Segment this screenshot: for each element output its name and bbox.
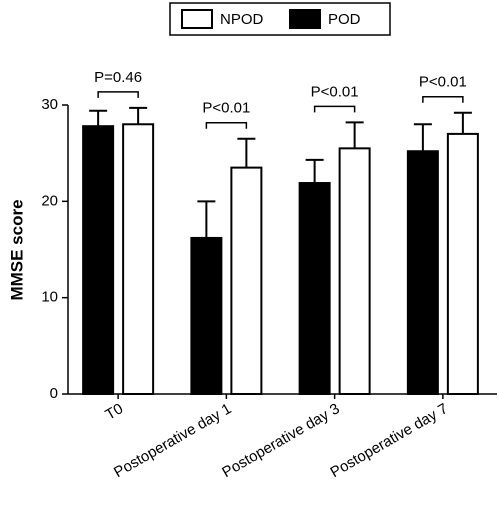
legend-swatch (289, 9, 321, 29)
error-bar (345, 121, 364, 149)
annotation: P<0.01 (202, 100, 250, 117)
y-tick-label: 20 (41, 192, 58, 209)
annotation: P<0.01 (419, 74, 467, 91)
bar (230, 166, 263, 395)
error-bar (197, 200, 216, 238)
bar (298, 182, 331, 395)
y-tick-label: 0 (50, 385, 58, 402)
significance-bracket (422, 95, 464, 103)
error-bar (413, 123, 432, 152)
annotation: P<0.01 (311, 83, 359, 100)
error-bar (237, 137, 256, 168)
x-tick-label: Postoperative day 3 (219, 400, 342, 481)
y-tick-label: 30 (41, 96, 58, 113)
significance-bracket (97, 91, 139, 98)
bar (338, 147, 371, 395)
x-tick-label: T0 (102, 400, 126, 423)
bar (122, 123, 155, 396)
significance-bracket (205, 121, 248, 129)
error-bar (89, 109, 108, 127)
x-tick-label: Postoperative day 7 (328, 400, 451, 481)
error-bar (129, 106, 148, 125)
bar (406, 150, 439, 395)
y-tick-label: 10 (41, 289, 58, 306)
error-bar (305, 158, 324, 184)
legend-label: NPOD (220, 11, 264, 28)
x-tick-label: Postoperative day 1 (111, 400, 234, 481)
legend-label: POD (328, 11, 361, 28)
legend-box (169, 2, 391, 36)
bar (190, 236, 223, 395)
significance-bracket (313, 105, 356, 113)
y-axis-label: MMSE score (7, 199, 26, 300)
error-bar (453, 111, 472, 134)
legend-swatch (181, 9, 213, 29)
annotation: P=0.46 (94, 69, 142, 86)
bar (446, 132, 479, 395)
bar (82, 125, 115, 396)
